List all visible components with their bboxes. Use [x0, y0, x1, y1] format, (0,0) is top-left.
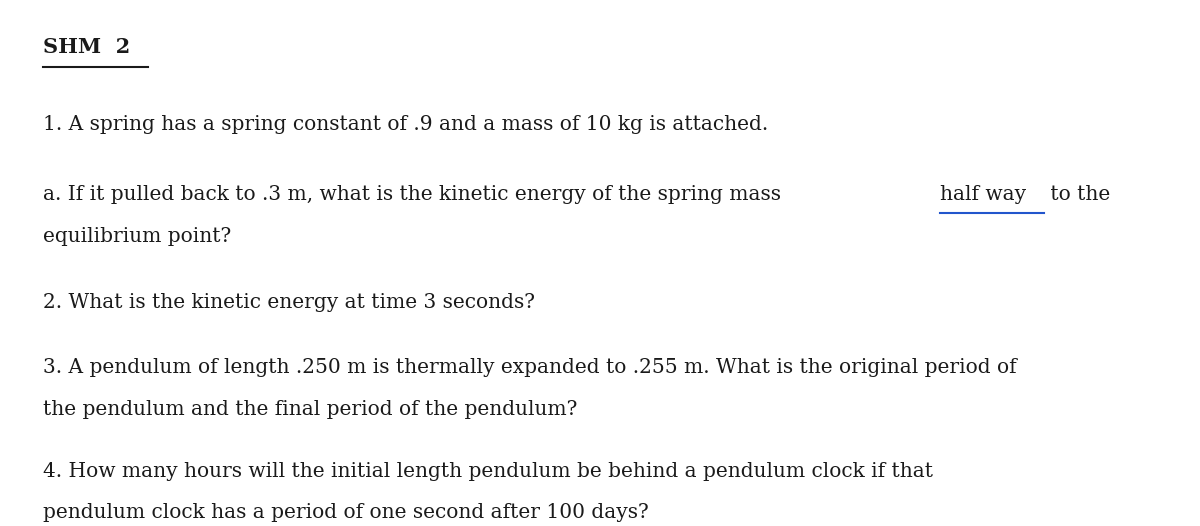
- Text: 4. How many hours will the initial length pendulum be behind a pendulum clock if: 4. How many hours will the initial lengt…: [42, 462, 932, 481]
- Text: the pendulum and the final period of the pendulum?: the pendulum and the final period of the…: [42, 400, 577, 419]
- Text: half way: half way: [940, 186, 1026, 205]
- Text: 1. A spring has a spring constant of .9 and a mass of 10 kg is attached.: 1. A spring has a spring constant of .9 …: [42, 115, 768, 134]
- Text: 2. What is the kinetic energy at time 3 seconds?: 2. What is the kinetic energy at time 3 …: [42, 292, 534, 311]
- Text: to the: to the: [1044, 186, 1110, 205]
- Text: a. If it pulled back to .3 m, what is the kinetic energy of the spring mass: a. If it pulled back to .3 m, what is th…: [42, 186, 787, 205]
- Text: SHM  2: SHM 2: [42, 37, 130, 57]
- Text: 3. A pendulum of length .250 m is thermally expanded to .255 m. What is the orig: 3. A pendulum of length .250 m is therma…: [42, 358, 1016, 377]
- Text: equilibrium point?: equilibrium point?: [42, 227, 230, 246]
- Text: pendulum clock has a period of one second after 100 days?: pendulum clock has a period of one secon…: [42, 502, 648, 522]
